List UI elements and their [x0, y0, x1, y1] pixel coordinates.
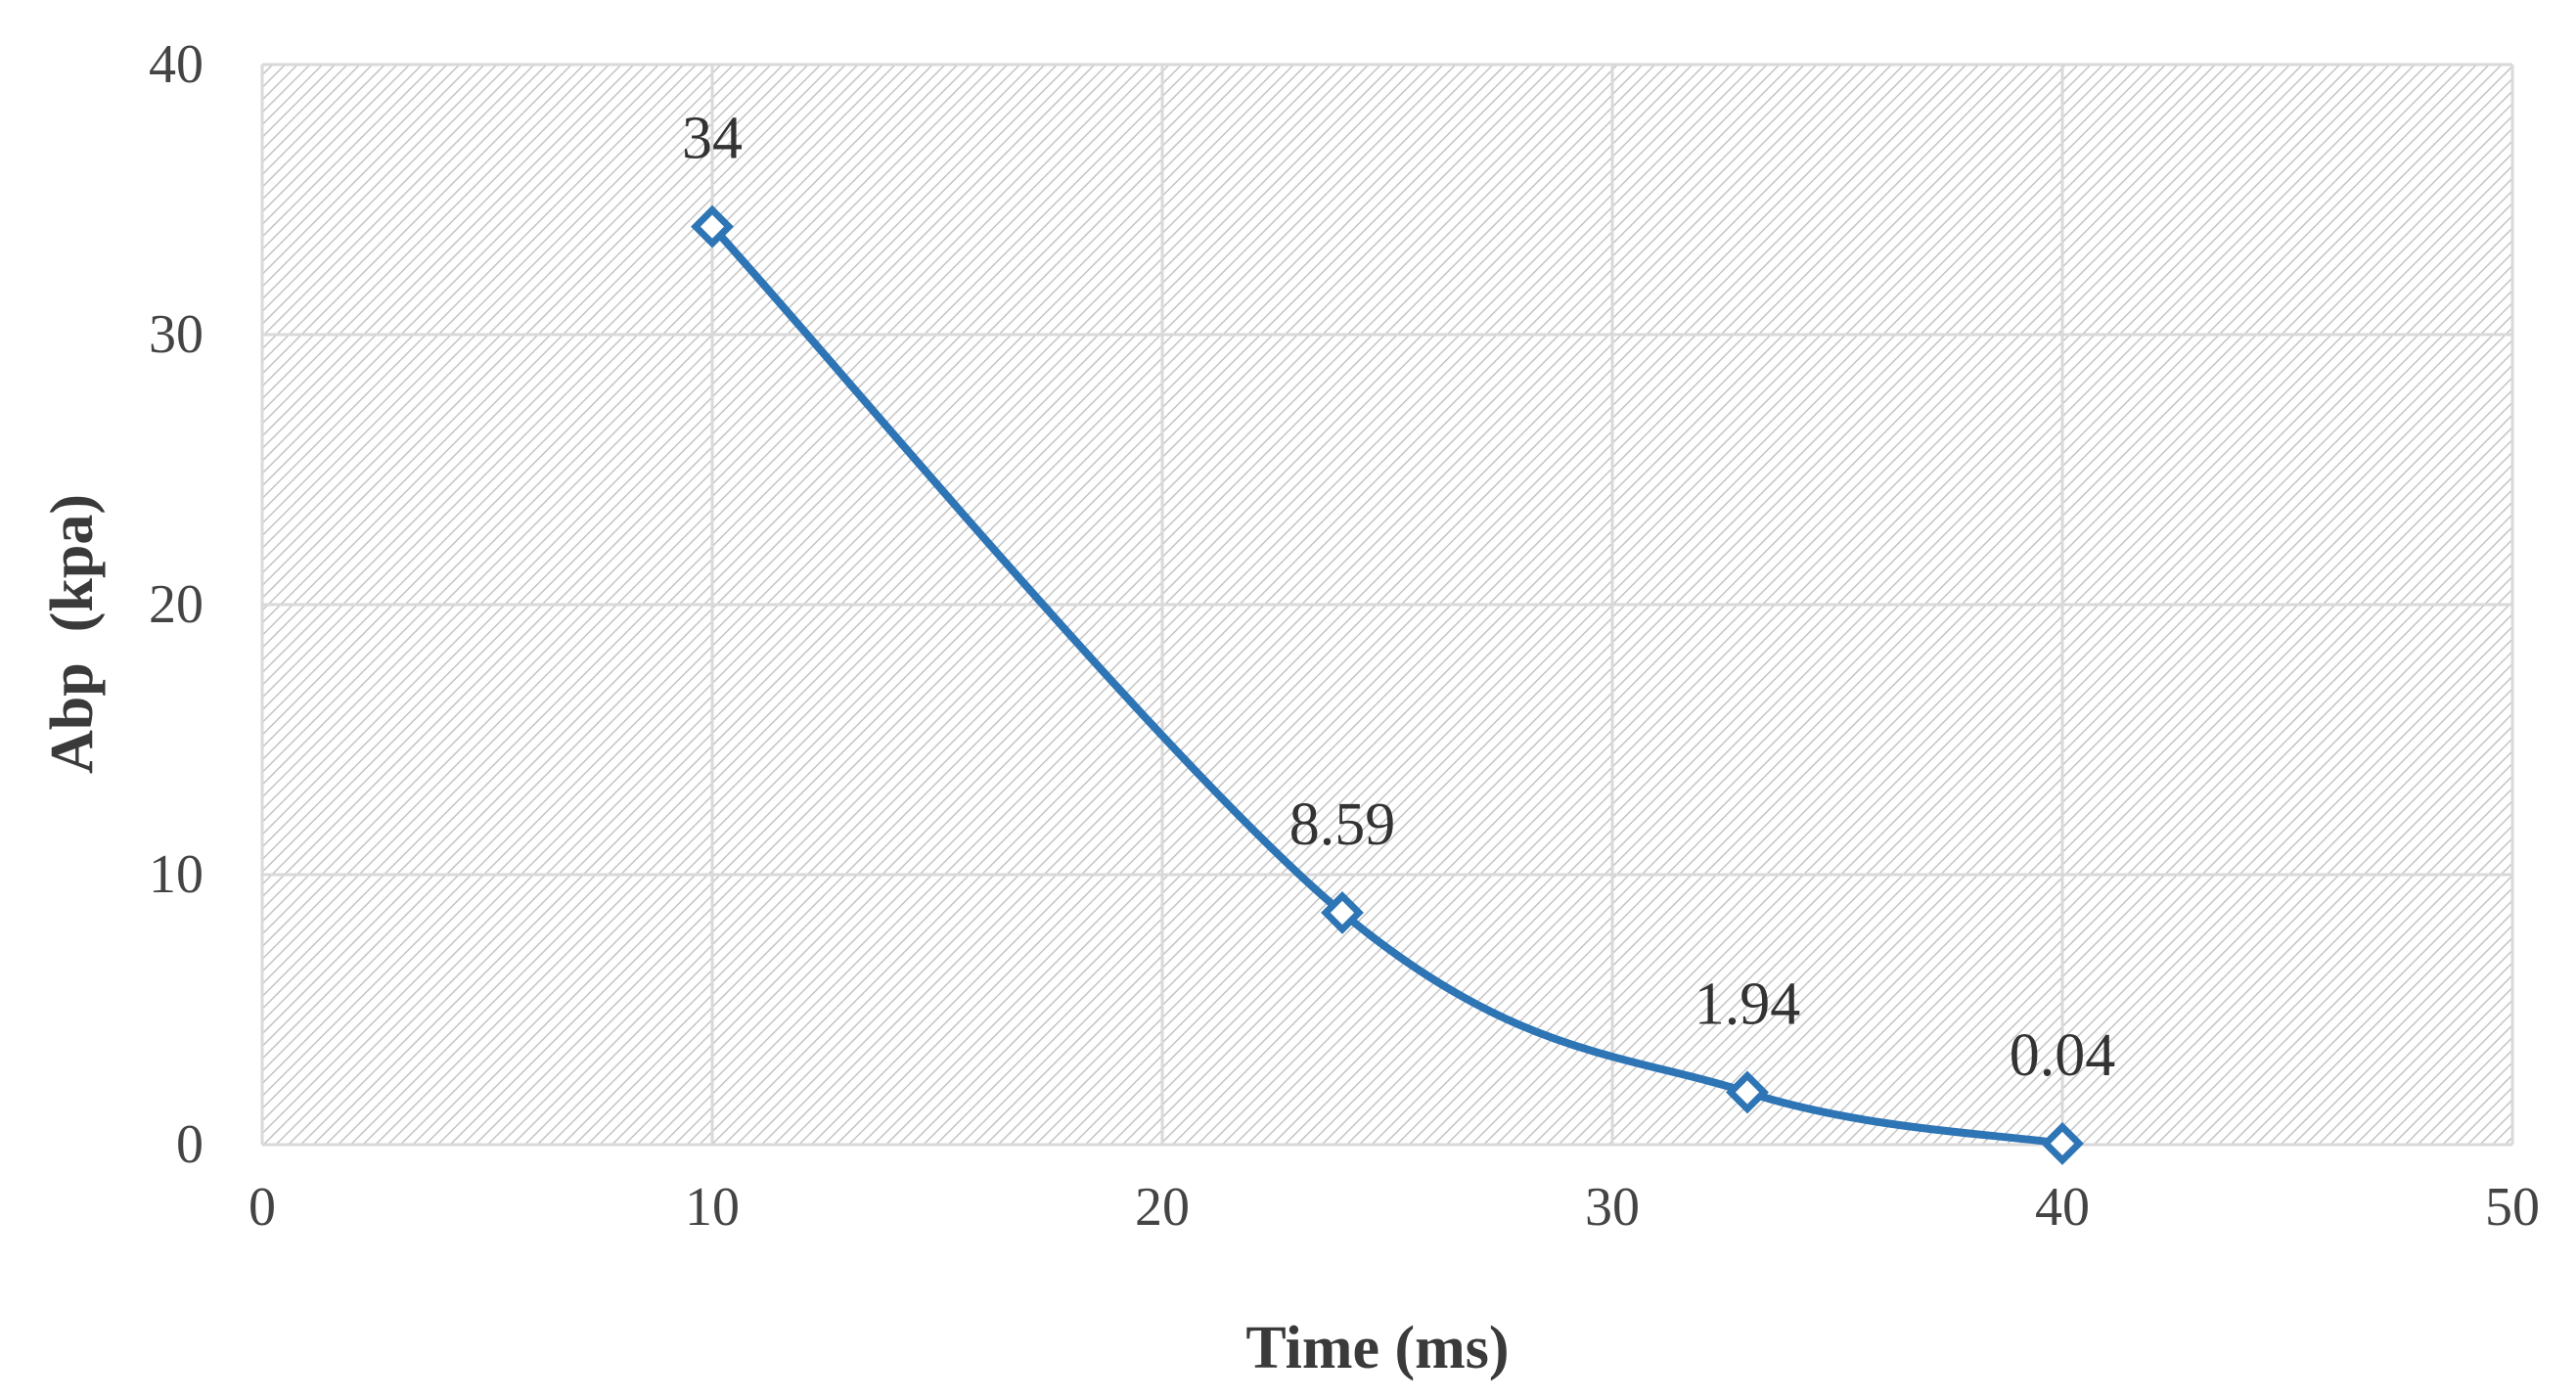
data-label: 1.94 — [1695, 971, 1801, 1037]
y-tick-label: 40 — [149, 34, 203, 95]
x-tick-label: 50 — [2485, 1177, 2540, 1238]
y-tick-label: 0 — [176, 1114, 203, 1175]
y-tick-label: 30 — [149, 304, 203, 365]
y-tick-label: 20 — [149, 574, 203, 635]
x-tick-label: 40 — [2035, 1177, 2090, 1238]
data-label: 0.04 — [2010, 1022, 2116, 1089]
series-markers — [691, 204, 2084, 1165]
x-tick-label: 30 — [1585, 1177, 1640, 1238]
x-tick-label: 0 — [249, 1177, 276, 1238]
data-labels: 34 8.59 1.94 0.04 — [682, 106, 2115, 1089]
y-tick-label: 10 — [149, 844, 203, 905]
data-point-marker — [1321, 890, 1364, 934]
data-point-marker — [1726, 1070, 1769, 1114]
y-axis-title: Abp (kpa) — [39, 494, 106, 774]
x-axis-ticks: 0 10 20 30 40 50 — [249, 1177, 2540, 1238]
gridlines — [260, 63, 2514, 1147]
x-tick-label: 10 — [685, 1177, 740, 1238]
x-tick-label: 20 — [1135, 1177, 1190, 1238]
x-axis-title: Time (ms) — [1245, 1315, 1509, 1381]
y-axis-ticks: 0 10 20 30 40 — [149, 34, 203, 1175]
data-point-marker — [691, 204, 734, 248]
data-point-marker — [2041, 1121, 2084, 1165]
data-label: 8.59 — [1289, 791, 1396, 858]
series-line — [708, 222, 2066, 1148]
data-label: 34 — [682, 106, 743, 172]
